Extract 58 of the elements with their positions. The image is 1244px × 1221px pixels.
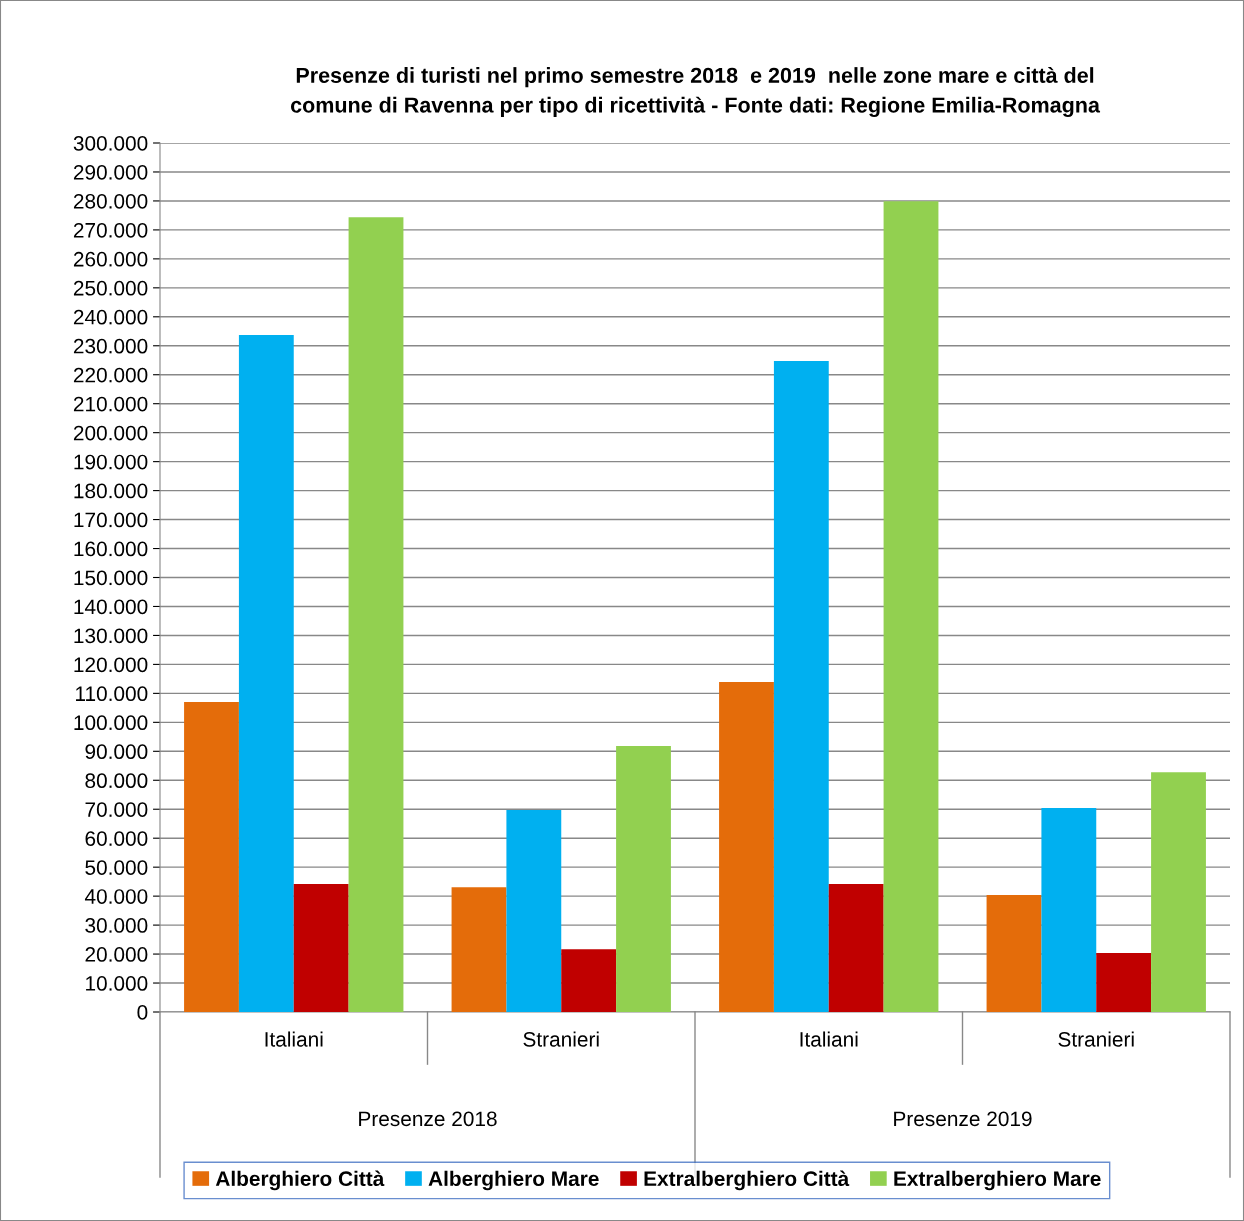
legend-label: Alberghiero Mare xyxy=(428,1170,599,1191)
y-tick-label: 130.000 xyxy=(74,628,148,644)
y-tick-label: 70.000 xyxy=(85,802,148,817)
bar xyxy=(451,887,507,1012)
bar xyxy=(238,335,294,1012)
y-tick-label: 20.000 xyxy=(85,947,148,962)
y-tick-label: 210.000 xyxy=(73,396,148,412)
y-tick-label: 300.000 xyxy=(73,136,148,151)
y-tick-label: 150.000 xyxy=(74,570,148,586)
y-tick-label: 230.000 xyxy=(73,338,148,354)
y-tick-label: 200.000 xyxy=(73,425,148,441)
y-tick-label: 220.000 xyxy=(73,367,148,383)
y-tick-label: 80.000 xyxy=(85,773,148,789)
y-tick-label: 270.000 xyxy=(73,222,148,238)
x-tick-label: Italiani xyxy=(265,1031,323,1047)
y-tick-label: 50.000 xyxy=(85,860,148,875)
x-tick-label: Stranieri xyxy=(523,1031,599,1047)
y-tick-label: 120.000 xyxy=(74,657,148,673)
y-tick-label: 250.000 xyxy=(73,280,148,296)
y-tick-label: 170.000 xyxy=(74,512,148,528)
bar xyxy=(1096,952,1152,1012)
y-tick-label: 280.000 xyxy=(73,193,148,209)
bar xyxy=(828,883,884,1012)
legend-label: Extralberghiero Città xyxy=(644,1170,850,1191)
x-tick-label: Stranieri xyxy=(1058,1031,1134,1047)
y-tick-label: 90.000 xyxy=(85,744,148,760)
y-tick-label: 160.000 xyxy=(74,541,148,557)
y-tick-label: 0 xyxy=(137,1005,148,1020)
bar xyxy=(616,746,671,1012)
legend-label: Alberghiero Città xyxy=(215,1170,385,1191)
bar xyxy=(184,702,239,1012)
y-tick-label: 180.000 xyxy=(74,483,148,499)
y-tick-label: 100.000 xyxy=(74,715,148,731)
y-tick-label: 140.000 xyxy=(74,599,148,615)
y-tick-label: 60.000 xyxy=(85,831,148,846)
bar xyxy=(1041,808,1097,1012)
bar xyxy=(293,883,349,1012)
bar xyxy=(773,361,829,1012)
legend-label: Extralberghiero Mare xyxy=(894,1170,1101,1191)
x-tick-label: Italiani xyxy=(800,1031,858,1047)
bar xyxy=(348,217,404,1012)
y-tick-label: 10.000 xyxy=(86,976,148,991)
bar xyxy=(986,894,1042,1012)
y-tick-label: 190.000 xyxy=(74,454,148,470)
y-tick-label: 40.000 xyxy=(84,889,148,904)
bar xyxy=(506,810,562,1012)
text: Presenze 2019 xyxy=(894,1111,1032,1127)
bar xyxy=(719,682,774,1012)
text: Presenze 2018 xyxy=(359,1111,497,1127)
y-tick-label: 240.000 xyxy=(73,309,148,325)
y-tick-label: 260.000 xyxy=(73,251,148,267)
bar xyxy=(883,201,939,1012)
y-tick-label: 290.000 xyxy=(73,164,148,180)
chart-title: Presenze di turisti nel primo semestre 2018 e 2019 nelle zone mare e città del comune di Ravenna per tipo di ricettività - Fonte dati: Regione Emilia-Romagna xyxy=(290,66,1101,118)
y-tick-label: 110.000 xyxy=(76,686,148,702)
y-tick-label: 30.000 xyxy=(85,918,148,933)
bar xyxy=(1151,772,1206,1012)
bar xyxy=(561,949,617,1012)
